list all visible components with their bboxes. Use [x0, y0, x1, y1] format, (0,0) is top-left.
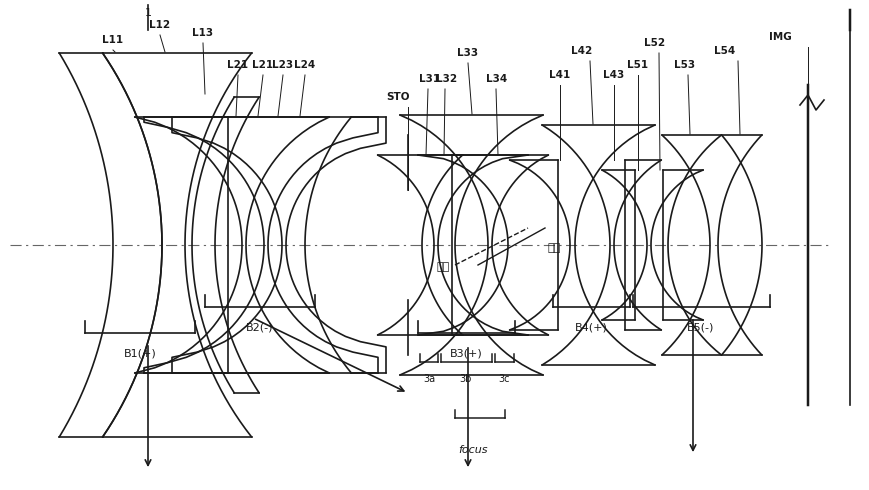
- Text: L54: L54: [713, 46, 735, 56]
- Text: L33: L33: [457, 48, 478, 58]
- Text: 至近: 至近: [436, 262, 449, 272]
- Text: focus: focus: [458, 445, 488, 455]
- Text: L32: L32: [436, 74, 457, 84]
- Text: L53: L53: [673, 60, 694, 70]
- Text: L41: L41: [548, 70, 570, 80]
- Text: L43: L43: [603, 70, 624, 80]
- Text: L42: L42: [571, 46, 592, 56]
- Text: L52: L52: [644, 38, 665, 48]
- Text: B4(+): B4(+): [574, 322, 607, 332]
- Text: L21: L21: [227, 60, 249, 70]
- Text: L12: L12: [149, 20, 170, 30]
- Text: L24: L24: [294, 60, 315, 70]
- Text: B5(-): B5(-): [687, 322, 713, 332]
- Text: 3b: 3b: [460, 374, 472, 384]
- Text: 3c: 3c: [498, 374, 509, 384]
- Text: L11: L11: [103, 35, 123, 45]
- Text: L23: L23: [272, 60, 293, 70]
- Text: B1(+): B1(+): [123, 348, 156, 358]
- Text: L21: L21: [252, 60, 273, 70]
- Text: STO: STO: [386, 92, 409, 102]
- Text: B2(-): B2(-): [246, 322, 274, 332]
- Text: 1: 1: [144, 8, 151, 18]
- Text: 3a: 3a: [422, 374, 434, 384]
- Text: L51: L51: [627, 60, 647, 70]
- Text: L31: L31: [419, 74, 440, 84]
- Text: IMG: IMG: [767, 32, 791, 42]
- Text: 無限: 無限: [547, 243, 561, 253]
- Text: L34: L34: [486, 74, 507, 84]
- Text: L13: L13: [192, 28, 213, 38]
- Text: B3(+): B3(+): [449, 348, 481, 358]
